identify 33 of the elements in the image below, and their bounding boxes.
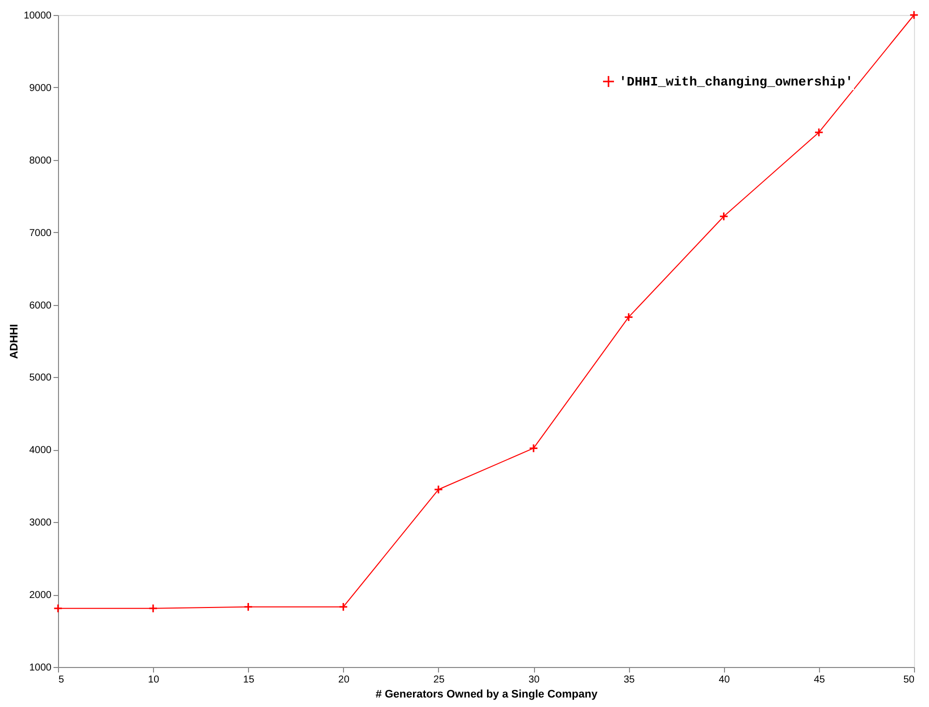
x-tick-label: 20 bbox=[338, 674, 350, 686]
x-tick-label: 10 bbox=[148, 674, 160, 686]
point bbox=[338, 602, 348, 612]
legend-label: 'DHHI_with_changing_ownership' bbox=[619, 74, 854, 90]
x-tick-label: 50 bbox=[903, 674, 915, 686]
x-tick-label: 30 bbox=[528, 674, 540, 686]
x-tick-label: 35 bbox=[624, 674, 636, 686]
y-tick-label: 1000 bbox=[29, 662, 52, 674]
x-tick-label: 5 bbox=[58, 674, 64, 686]
point bbox=[814, 128, 824, 137]
y-tick-label: 3000 bbox=[29, 518, 52, 529]
point bbox=[53, 604, 63, 613]
x-tick-label: 15 bbox=[243, 674, 255, 686]
point bbox=[434, 484, 444, 494]
y-tick-label: 4000 bbox=[29, 445, 52, 456]
y-tick-label: 2000 bbox=[29, 590, 52, 602]
x-tick-label: 40 bbox=[718, 674, 730, 686]
y-tick-label: 5000 bbox=[29, 372, 52, 384]
y-tick-label: 8000 bbox=[29, 155, 52, 166]
point bbox=[148, 604, 158, 613]
y-tick-label: 6000 bbox=[29, 300, 52, 312]
point bbox=[719, 212, 728, 222]
y-axis-title: ADHHI bbox=[8, 324, 21, 359]
x-tick-label: 25 bbox=[433, 674, 445, 686]
y-tick-label: 9000 bbox=[29, 82, 52, 94]
x-tick-label: 45 bbox=[814, 674, 826, 686]
point bbox=[624, 312, 634, 322]
y-tick-label: 7000 bbox=[29, 228, 52, 239]
x-axis-title: # Generators Owned by a Single Company bbox=[376, 688, 598, 700]
point bbox=[528, 444, 538, 453]
point bbox=[244, 602, 253, 612]
y-tick-label: 10000 bbox=[24, 10, 52, 22]
point bbox=[909, 10, 919, 20]
